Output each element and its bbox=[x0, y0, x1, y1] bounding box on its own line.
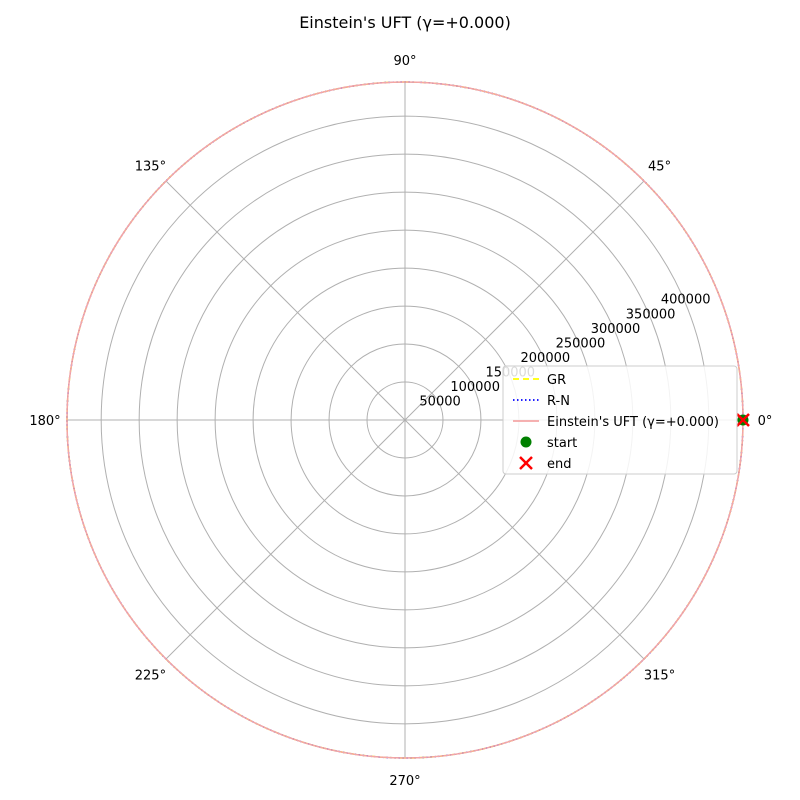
marker-end bbox=[736, 413, 750, 427]
legend-entry: R-N bbox=[513, 394, 570, 409]
radial-tick-label: 250000 bbox=[556, 336, 606, 351]
angle-gridline-5 bbox=[165, 419, 406, 660]
angle-gridline-1 bbox=[404, 180, 645, 421]
angle-tick-label: 315° bbox=[644, 669, 675, 684]
legend-label: R-N bbox=[547, 394, 570, 409]
legend-entry: start bbox=[520, 436, 577, 451]
legend-entry: end bbox=[519, 456, 572, 472]
legend-entry: Einstein's UFT (γ=+0.000) bbox=[513, 415, 719, 430]
angle-gridline-3 bbox=[165, 180, 406, 421]
chart-title: Einstein's UFT (γ=+0.000) bbox=[299, 13, 511, 32]
legend-label: start bbox=[547, 436, 577, 451]
angle-tick-label: 0° bbox=[758, 414, 773, 429]
legend-label: GR bbox=[547, 373, 566, 388]
radial-tick-labels: 5000010000015000020000025000030000035000… bbox=[419, 293, 710, 410]
radial-tick-label: 300000 bbox=[591, 322, 641, 337]
legend-box bbox=[502, 365, 738, 475]
angle-tick-label: 180° bbox=[29, 414, 60, 429]
angle-tick-label: 90° bbox=[393, 54, 416, 69]
legend-swatch bbox=[519, 456, 533, 470]
legend-label: Einstein's UFT (γ=+0.000) bbox=[547, 415, 719, 430]
angle-gridline-7 bbox=[404, 419, 645, 660]
markers bbox=[736, 413, 750, 427]
angle-tick-label: 45° bbox=[648, 159, 671, 174]
radial-tick-label: 200000 bbox=[521, 351, 571, 366]
marker-stroke-b bbox=[736, 413, 750, 427]
angle-tick-label: 270° bbox=[389, 774, 420, 789]
radial-tick-label: 50000 bbox=[419, 394, 460, 409]
legend: GR R-N Einstein's UFT (γ=+0.000) start end bbox=[502, 365, 738, 475]
radial-tick-label: 100000 bbox=[450, 380, 500, 395]
angle-tick-labels: 0° 45° 90° 135° 180° 225° 270° 315° bbox=[29, 54, 772, 789]
radial-tick-label: 400000 bbox=[661, 293, 711, 308]
legend-entry: GR bbox=[513, 373, 566, 388]
legend-label: end bbox=[547, 457, 572, 472]
legend-swatch bbox=[520, 436, 532, 448]
radial-tick-label: 350000 bbox=[626, 307, 676, 322]
angle-tick-label: 225° bbox=[135, 669, 166, 684]
angle-tick-label: 135° bbox=[135, 159, 166, 174]
